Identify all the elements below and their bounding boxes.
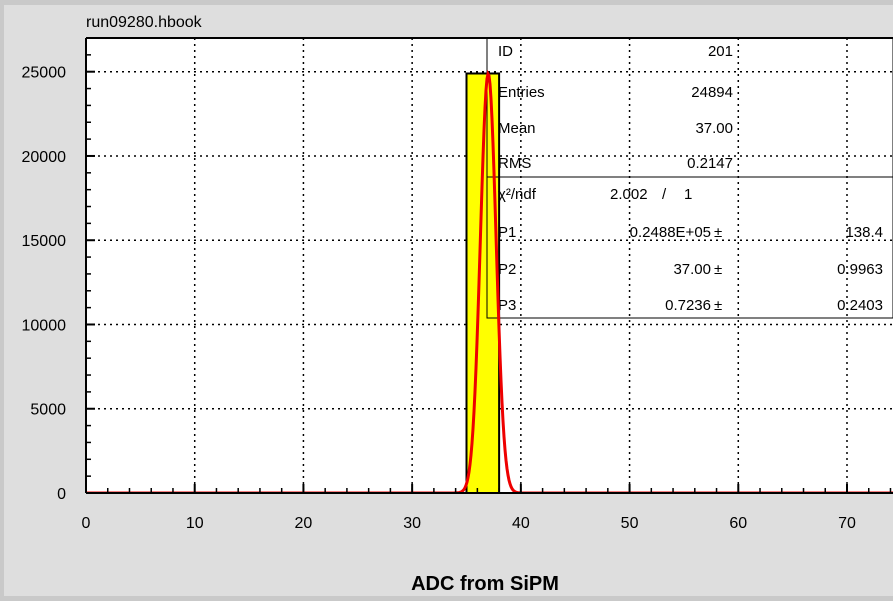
x-tick-label: 50 [621, 515, 639, 532]
fit-param-value: 0.2488E+05 [630, 224, 711, 241]
fit-param-pm: ± [714, 261, 722, 278]
fit-param-label: P2 [498, 261, 516, 278]
y-tick-label: 20000 [22, 149, 67, 166]
stat-mean-label: Mean [498, 120, 536, 137]
stat-rms-value: 0.2147 [687, 155, 733, 172]
x-tick-label: 70 [838, 515, 856, 532]
fit-chi2-value: 2.002 [610, 186, 648, 203]
fit-param-error: 0.2403 [837, 297, 883, 314]
fit-param-label: P3 [498, 297, 516, 314]
y-tick-label: 15000 [22, 233, 67, 250]
fit-param-pm: ± [714, 297, 722, 314]
fit-param-error: 0.9963 [837, 261, 883, 278]
fit-chi2-label: χ²/ndf [498, 186, 537, 203]
x-tick-label: 0 [82, 515, 91, 532]
x-tick-label: 20 [295, 515, 313, 532]
y-tick-label: 0 [57, 486, 66, 503]
x-tick-label: 40 [512, 515, 530, 532]
x-tick-label: 30 [403, 515, 421, 532]
stat-id-value: 201 [708, 43, 733, 60]
fit-param-value: 37.00 [673, 261, 711, 278]
fit-param-value: 0.7236 [665, 297, 711, 314]
y-tick-label: 5000 [30, 402, 66, 419]
stat-entries-label: Entries [498, 84, 545, 101]
stat-mean-value: 37.00 [695, 120, 733, 137]
file-title: run09280.hbook [86, 14, 203, 31]
fit-ndf-value: 1 [684, 186, 692, 203]
stat-rms-label: RMS [498, 155, 531, 172]
x-axis-label: ADC from SiPM [411, 573, 559, 595]
x-tick-label: 10 [186, 515, 204, 532]
x-tick-label: 60 [729, 515, 747, 532]
fit-param-label: P1 [498, 224, 516, 241]
y-tick-label: 10000 [22, 317, 67, 334]
y-tick-label: 25000 [22, 65, 67, 82]
fit-param-error: 138.4 [845, 224, 883, 241]
stat-id-label: ID [498, 43, 513, 60]
fit-param-pm: ± [714, 224, 722, 241]
stat-entries-value: 24894 [691, 84, 733, 101]
